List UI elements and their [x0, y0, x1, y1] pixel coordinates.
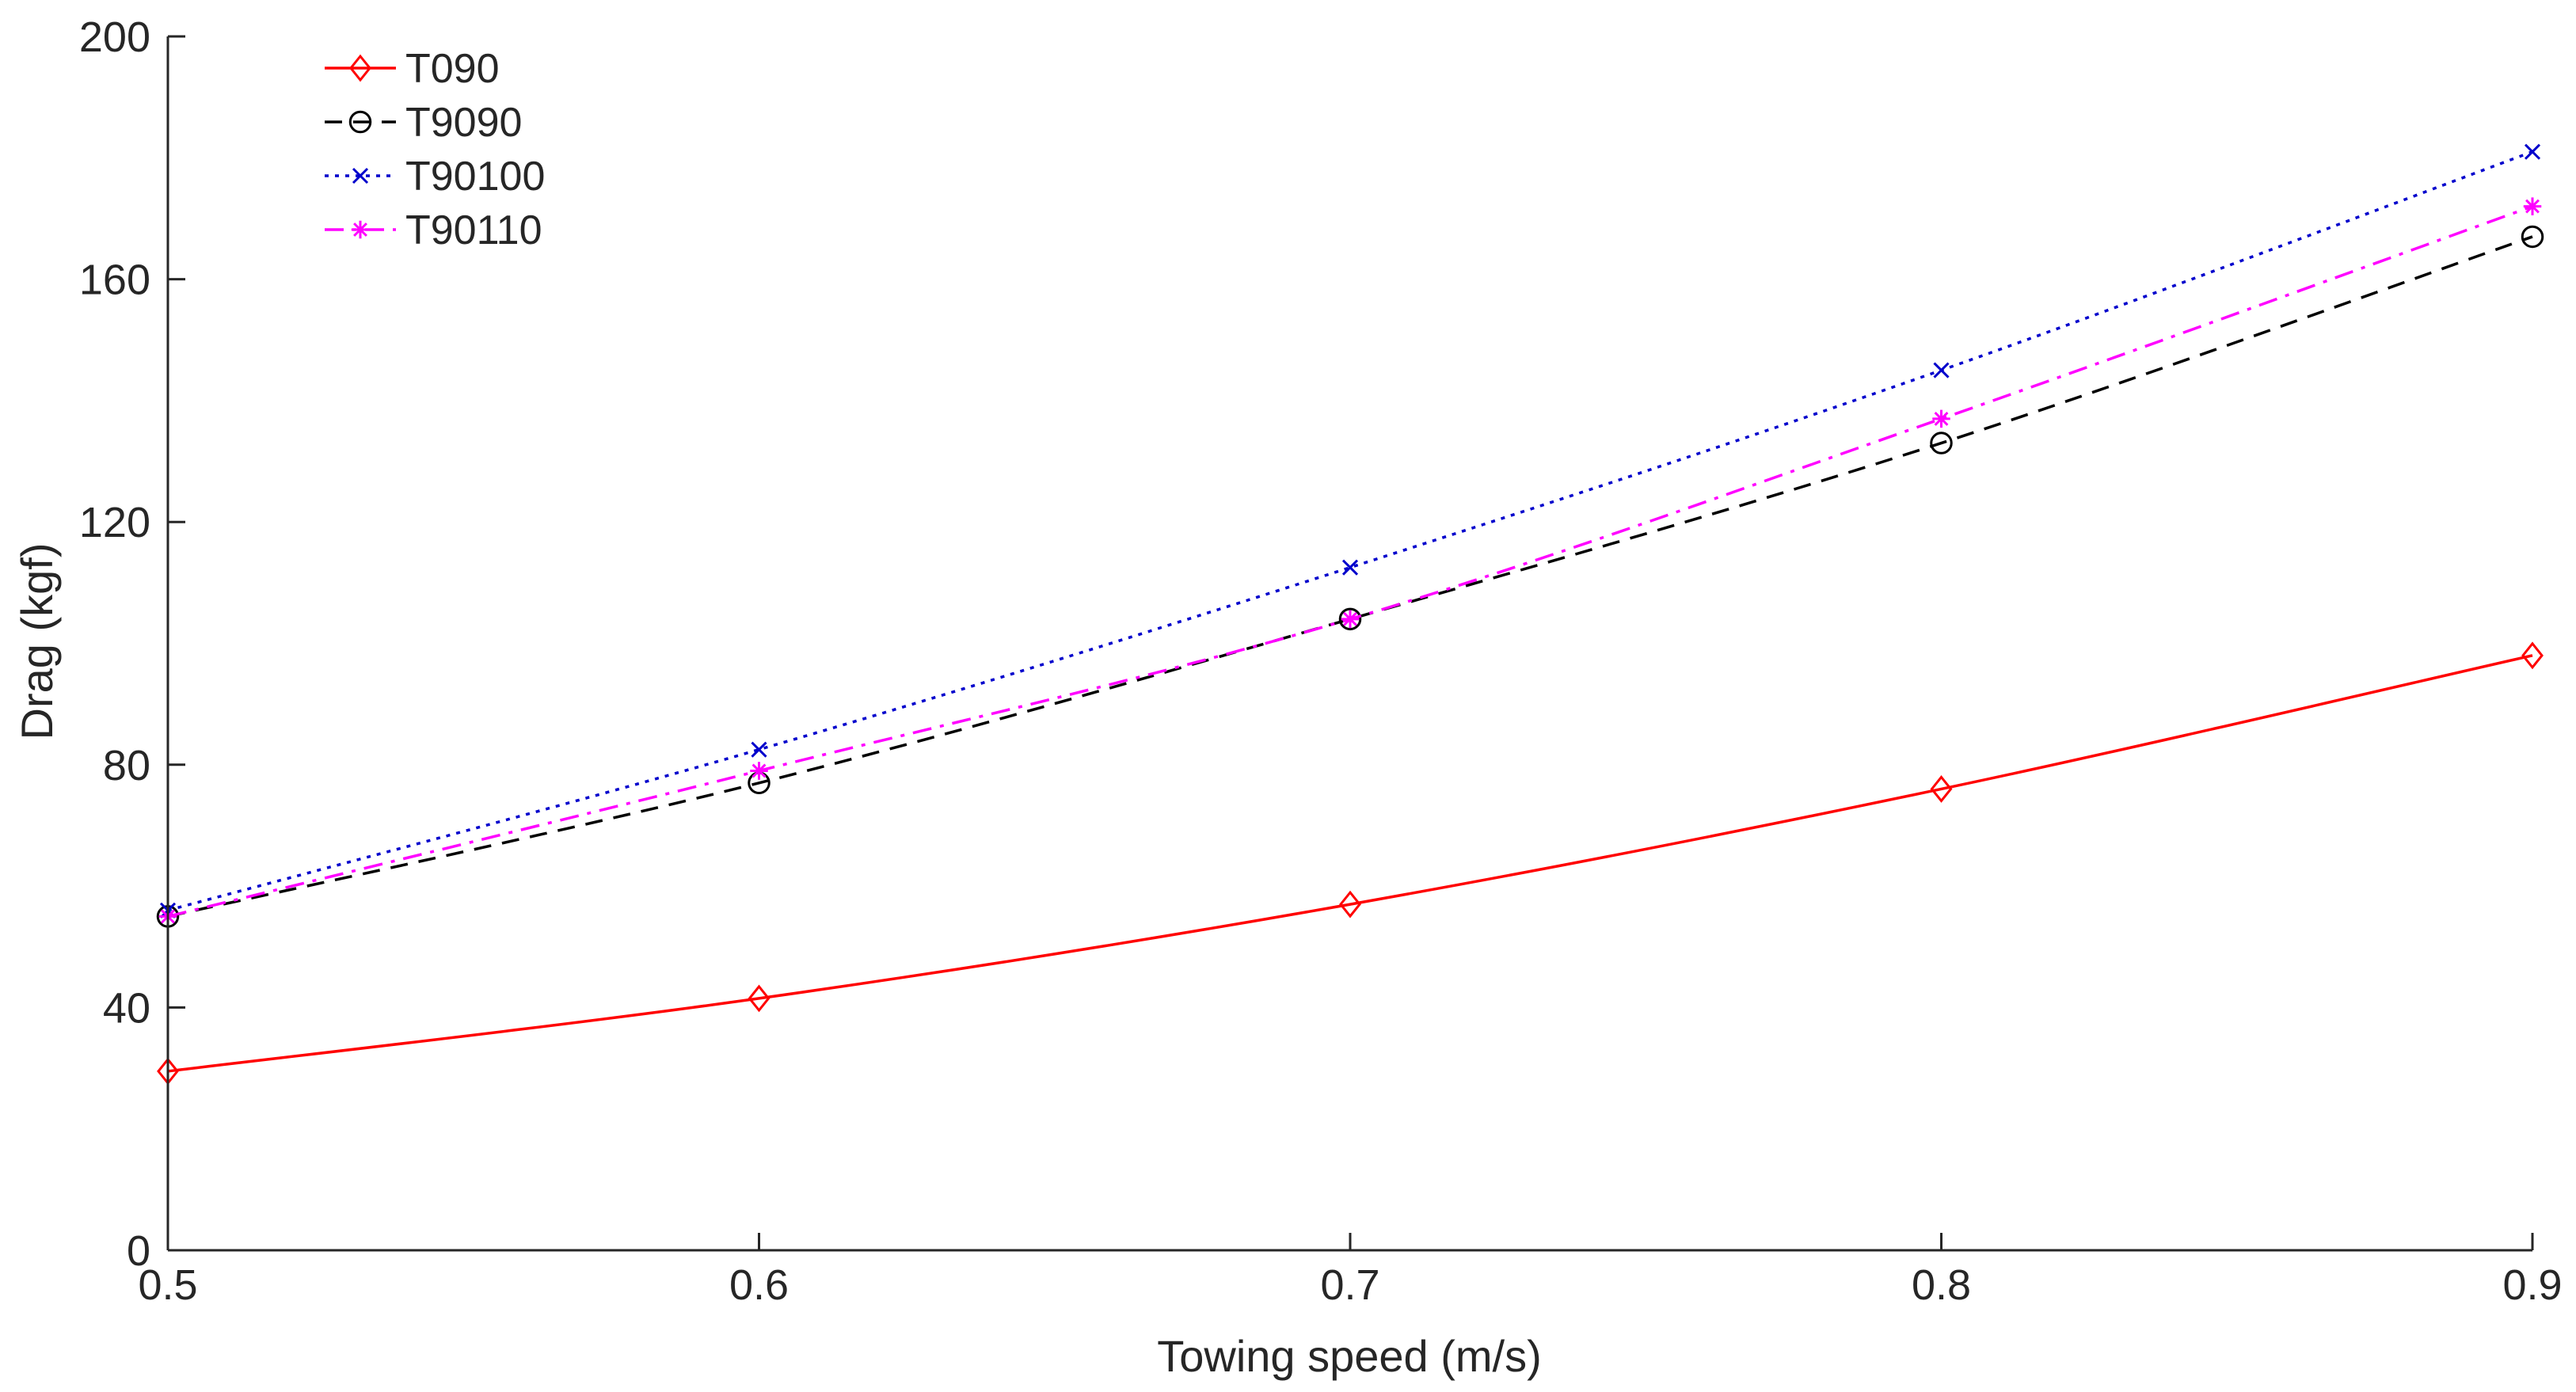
data-point-T90110-0.9 [2523, 197, 2542, 215]
y-tick-label: 40 [103, 984, 150, 1032]
data-point-T090-0.8 [1930, 775, 1953, 803]
legend-item-T9090: T9090 [325, 100, 522, 146]
data-point-T90110-0.6 [750, 762, 768, 780]
x-axis-label: Towing speed (m/s) [1157, 1331, 1542, 1381]
series-line-T090 [167, 654, 2533, 1073]
legend-label-T90100: T90100 [405, 154, 545, 200]
data-point-T9090-0.7 [1338, 607, 1362, 631]
data-point-T9090-0.8 [1930, 432, 1953, 454]
legend-label-T9090: T9090 [405, 100, 522, 146]
legend-label-T90110: T90110 [405, 207, 542, 253]
legend: T090 T9090 T90100 T90110 [325, 46, 545, 253]
y-tick-label: 160 [79, 257, 150, 304]
legend-marker-T90110 [351, 220, 370, 239]
data-point-T090-0.7 [1339, 890, 1361, 918]
y-tick-label: 200 [79, 13, 150, 61]
x-tick-label: 0.9 [2502, 1261, 2562, 1309]
data-point-T90110-0.8 [1932, 409, 1950, 428]
legend-item-T90100: T90100 [325, 154, 545, 200]
series-layer [156, 143, 2544, 1086]
legend-item-T90110: T90110 [325, 207, 542, 253]
data-point-T90100-0.9 [2524, 143, 2541, 160]
y-tick-label: 80 [103, 742, 150, 789]
x-tick-label: 0.5 [138, 1261, 197, 1309]
data-point-T90100-0.7 [1341, 559, 1359, 576]
x-tick-label: 0.6 [729, 1261, 789, 1309]
data-point-T90100-0.8 [1933, 362, 1950, 378]
x-tick-label: 0.7 [1320, 1261, 1379, 1309]
axes-layer: 0.5 0.6 0.7 0.8 0.9 0 40 80 120 160 200 [79, 13, 2563, 1309]
data-point-T090-0.6 [748, 984, 771, 1013]
series-T090 [157, 641, 2544, 1086]
legend-marker-T090 [349, 54, 371, 82]
y-axis-label: Drag (kgf) [12, 543, 62, 740]
legend-label-T090: T090 [405, 46, 500, 92]
series-line-T90100 [167, 150, 2533, 912]
legend-marker-T90100 [352, 167, 369, 184]
data-point-T90110-0.7 [1341, 610, 1360, 629]
y-tick-label: 120 [79, 499, 150, 546]
data-point-T9090-0.9 [2521, 225, 2544, 249]
legend-item-T090: T090 [325, 46, 500, 92]
series-T9090 [156, 225, 2544, 928]
data-point-T090-0.9 [2521, 641, 2544, 670]
y-tick-label: 0 [127, 1227, 150, 1275]
legend-marker-T9090 [348, 110, 372, 134]
x-tick-label: 0.8 [1912, 1261, 1971, 1309]
data-point-T90100-0.6 [751, 741, 767, 758]
